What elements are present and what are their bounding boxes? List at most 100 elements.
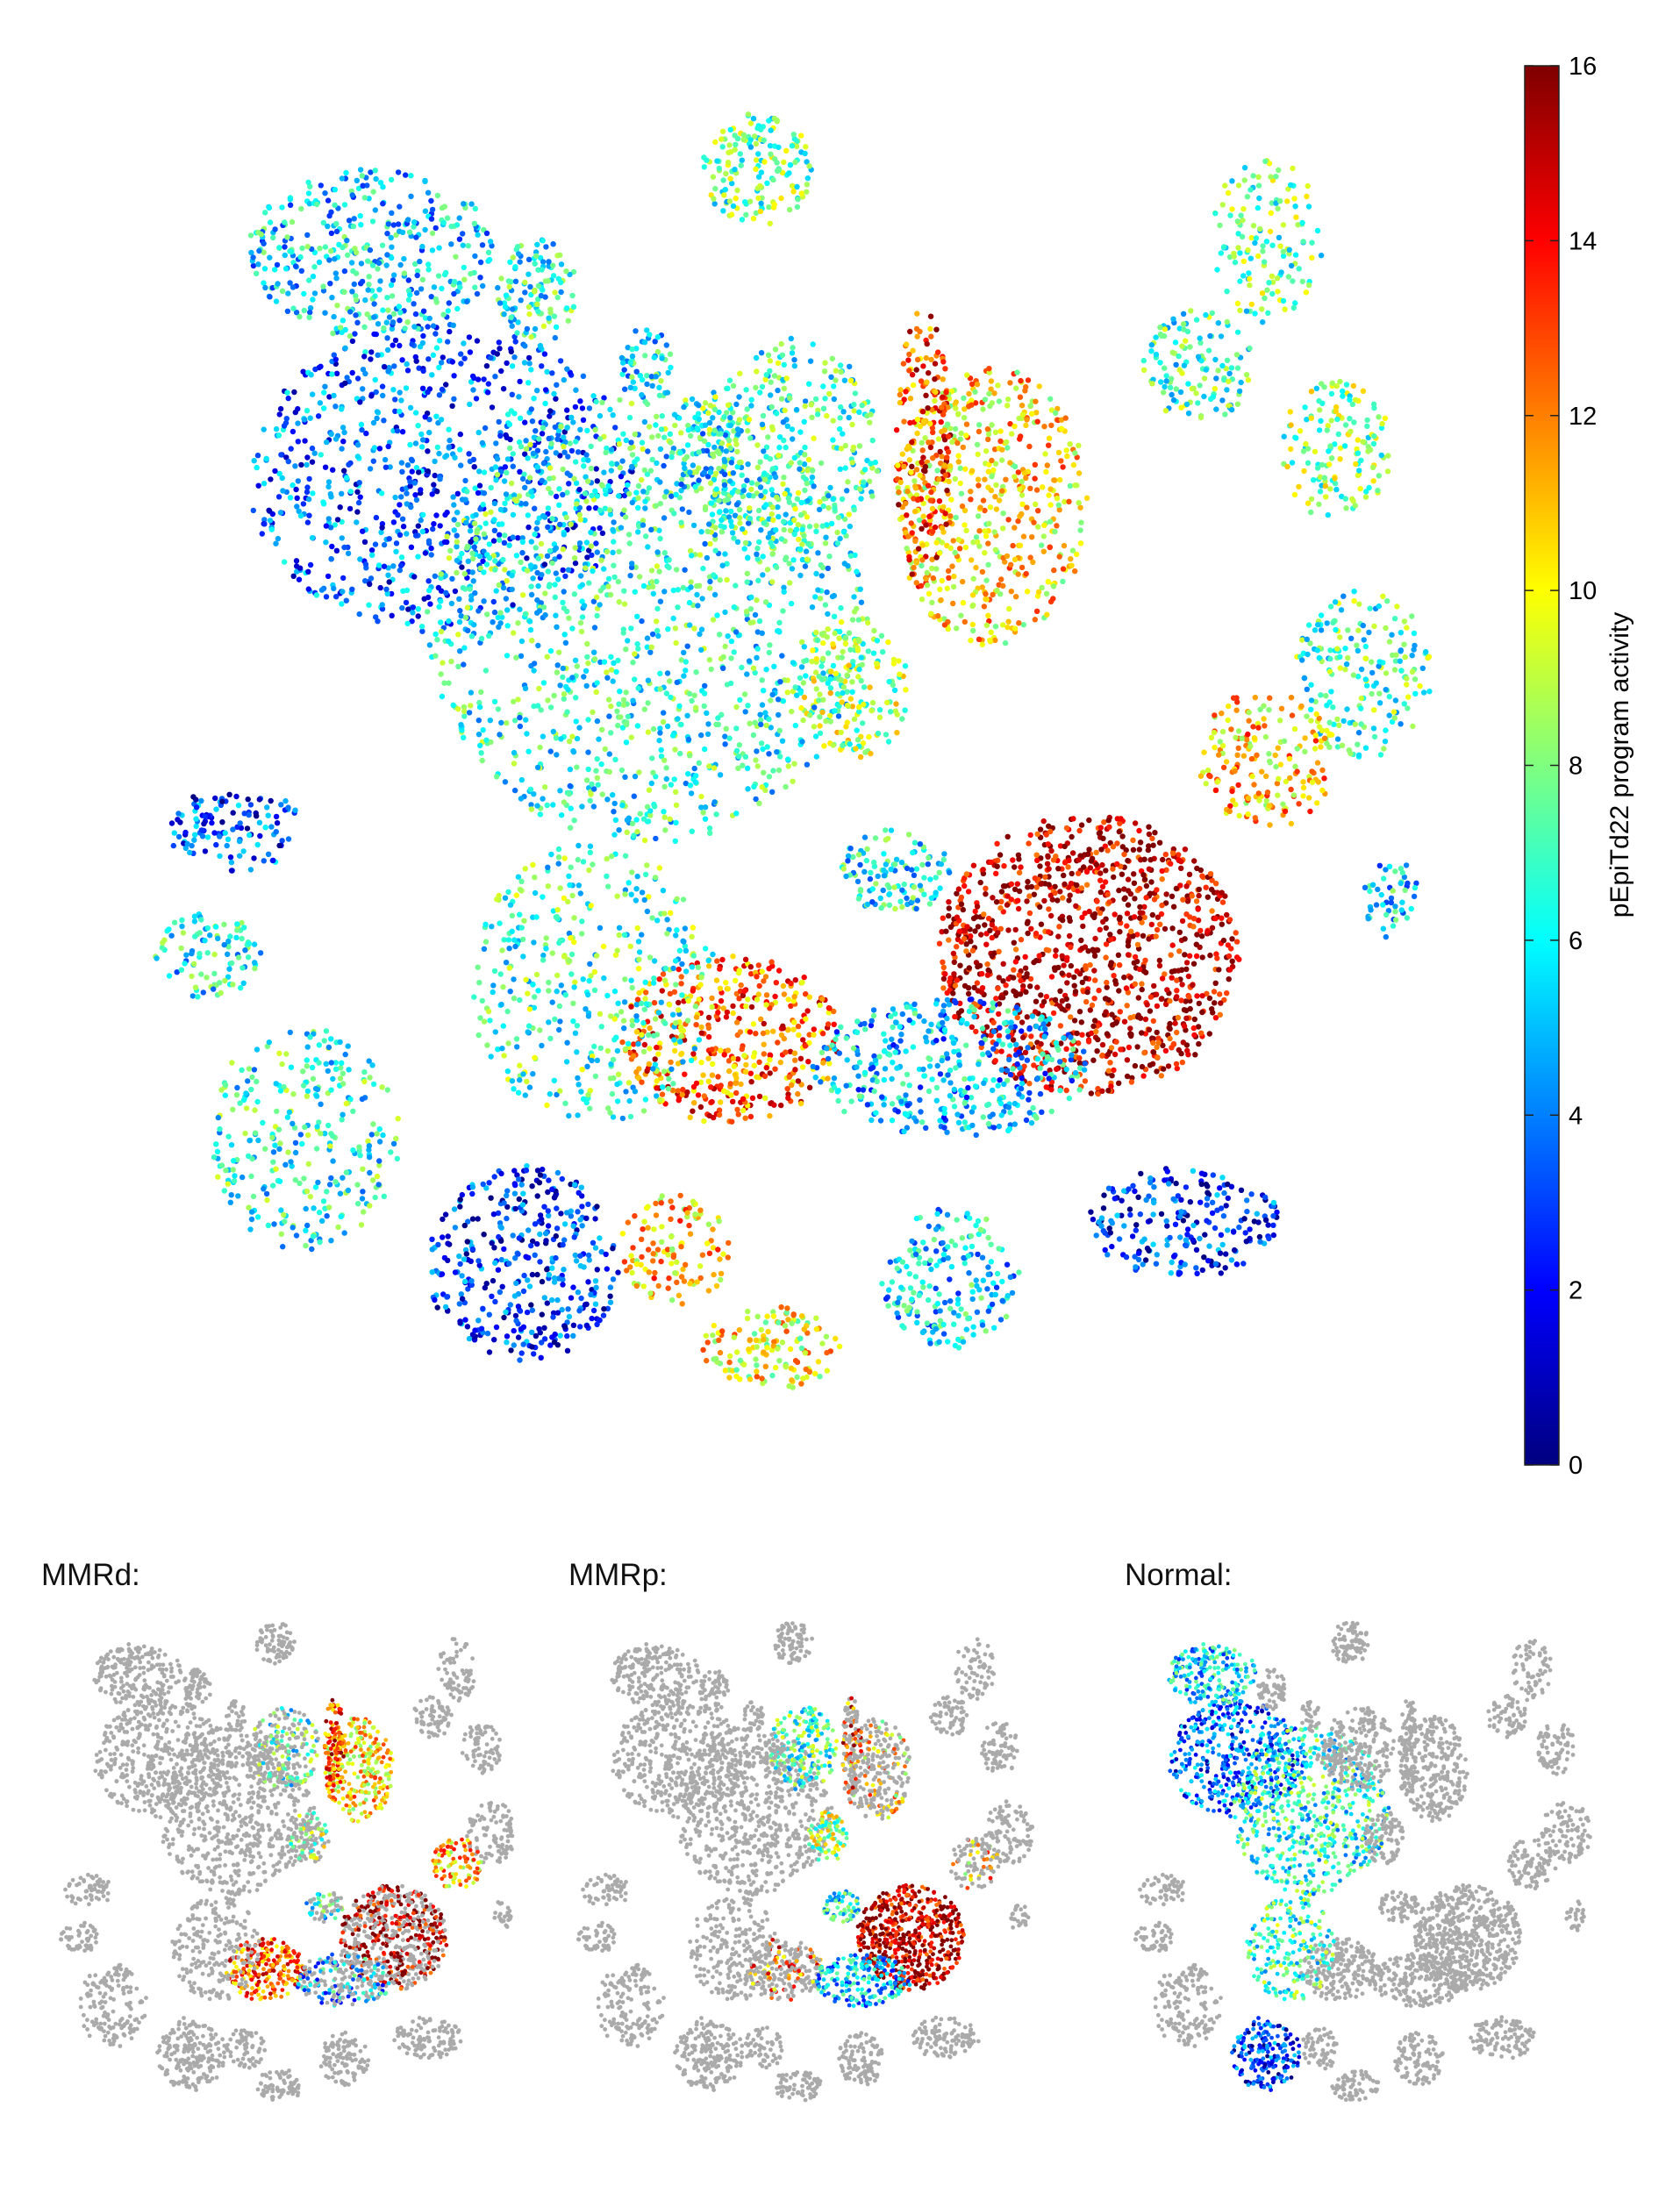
scatter-point xyxy=(367,246,374,254)
scatter-point xyxy=(625,713,632,720)
scatter-point xyxy=(361,1068,368,1075)
scatter-point xyxy=(310,391,316,397)
scatter-point xyxy=(233,793,239,800)
scatter-point xyxy=(604,1266,610,1272)
scatter-point xyxy=(621,588,627,594)
scatter-point xyxy=(1212,881,1219,887)
scatter-point xyxy=(551,390,557,397)
scatter-point xyxy=(580,417,587,423)
scatter-point xyxy=(678,519,684,525)
scatter-point xyxy=(589,1315,595,1322)
scatter-point xyxy=(525,748,532,754)
scatter-point xyxy=(532,505,538,511)
scatter-point xyxy=(590,1239,597,1247)
scatter-point xyxy=(546,1177,552,1183)
scatter-point xyxy=(666,1075,672,1082)
scatter-point xyxy=(1173,1061,1180,1068)
scatter-point xyxy=(472,589,478,596)
scatter-point xyxy=(260,1119,266,1126)
scatter-point xyxy=(531,1351,537,1357)
scatter-point xyxy=(827,685,834,691)
scatter-point xyxy=(616,599,622,605)
scatter-point xyxy=(940,975,947,982)
scatter-point xyxy=(407,404,414,411)
scatter-point xyxy=(583,668,590,674)
scatter-point xyxy=(435,1241,441,1248)
scatter-point xyxy=(426,417,433,423)
scatter-point xyxy=(429,372,435,378)
scatter-point xyxy=(397,318,403,324)
scatter-point xyxy=(322,190,328,196)
scatter-point xyxy=(560,674,566,681)
scatter-point xyxy=(312,1184,319,1190)
scatter-point xyxy=(546,1019,552,1025)
scatter-point xyxy=(640,522,647,528)
scatter-point xyxy=(691,625,697,632)
scatter-point xyxy=(217,853,223,860)
scatter-point xyxy=(396,304,403,310)
scatter-point xyxy=(340,1070,347,1077)
scatter-point xyxy=(351,281,357,288)
scatter-point xyxy=(1097,889,1105,896)
scatter-point xyxy=(552,1016,558,1023)
scatter-point xyxy=(572,545,578,551)
scatter-point xyxy=(384,335,390,341)
scatter-point xyxy=(276,411,282,418)
scatter-point xyxy=(1156,957,1163,964)
scatter-point xyxy=(610,792,616,798)
scatter-point xyxy=(243,1105,250,1111)
scatter-point xyxy=(684,442,691,448)
scatter-point xyxy=(758,527,764,533)
scatter-point xyxy=(309,445,316,452)
scatter-point xyxy=(785,1095,791,1101)
scatter-point xyxy=(1137,910,1143,916)
scatter-point xyxy=(446,444,453,450)
scatter-point xyxy=(728,1092,734,1098)
scatter-point xyxy=(252,965,258,972)
scatter-point xyxy=(438,671,444,677)
scatter-point xyxy=(672,625,679,632)
scatter-point xyxy=(1146,824,1152,830)
scatter-point xyxy=(642,1096,649,1103)
scatter-point xyxy=(522,451,528,457)
scatter-point xyxy=(487,239,494,245)
scatter-point xyxy=(504,1215,510,1222)
scatter-point xyxy=(237,1100,243,1106)
scatter-point xyxy=(604,675,611,681)
scatter-point xyxy=(1154,1068,1160,1075)
scatter-point xyxy=(505,1040,511,1046)
scatter-point xyxy=(585,1252,592,1259)
scatter-point xyxy=(521,918,527,924)
scatter-point xyxy=(584,654,590,661)
scatter-point xyxy=(456,215,462,221)
scatter-point xyxy=(417,258,423,265)
scatter-point xyxy=(801,461,808,468)
scatter-point xyxy=(610,526,616,533)
scatter-point xyxy=(479,757,485,764)
scatter-point xyxy=(473,536,479,542)
scatter-point xyxy=(333,228,340,235)
scatter-point xyxy=(1071,1018,1078,1024)
scatter-point xyxy=(544,368,550,375)
scatter-point xyxy=(736,742,743,748)
scatter-point xyxy=(583,539,590,546)
scatter-point xyxy=(720,665,726,671)
scatter-point xyxy=(305,179,311,186)
scatter-point xyxy=(617,689,623,695)
scatter-point xyxy=(256,247,262,254)
scatter-point xyxy=(296,508,302,514)
scatter-point xyxy=(230,1106,236,1113)
scatter-point xyxy=(492,567,498,573)
scatter-point xyxy=(401,270,408,276)
scatter-point xyxy=(367,1203,373,1209)
scatter-point xyxy=(257,832,263,839)
scatter-point xyxy=(613,461,620,468)
scatter-point xyxy=(619,1039,626,1046)
scatter-point xyxy=(831,613,838,619)
scatter-point xyxy=(660,888,667,894)
scatter-point xyxy=(548,440,554,446)
scatter-point xyxy=(656,1096,663,1104)
scatter-point xyxy=(378,529,384,536)
scatter-point xyxy=(409,341,415,347)
scatter-point xyxy=(756,1093,763,1100)
